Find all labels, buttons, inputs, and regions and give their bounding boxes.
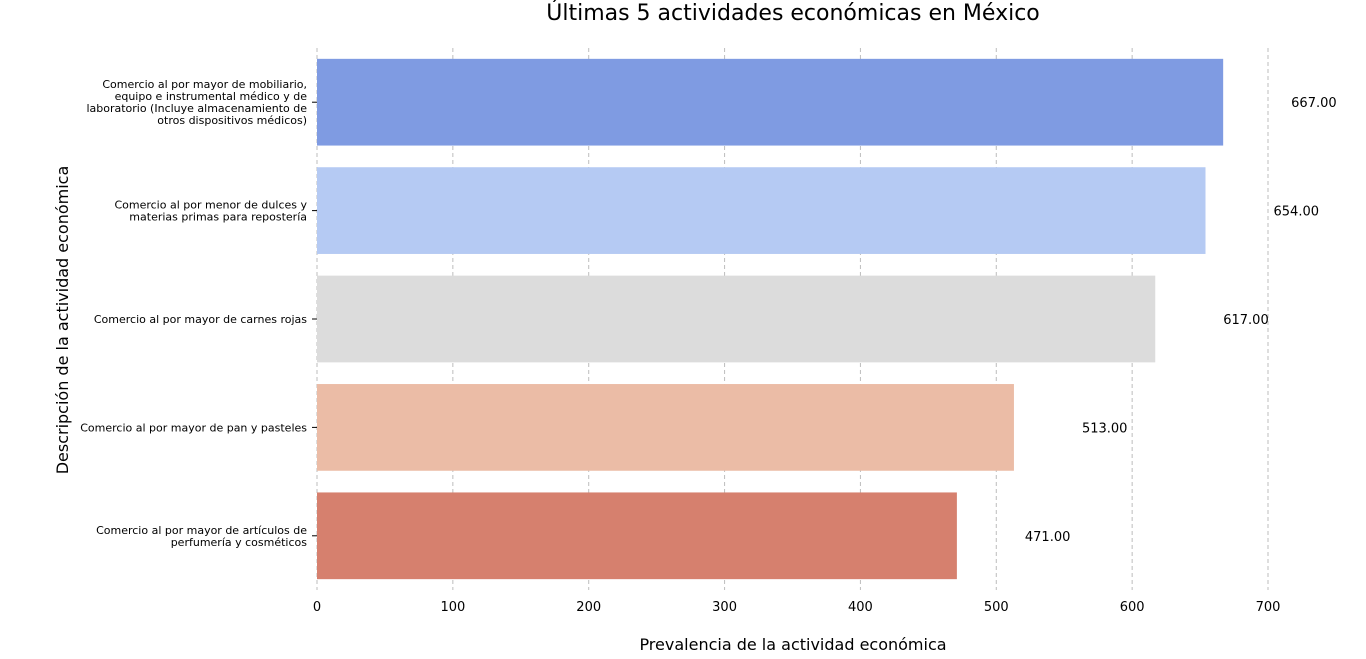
y-axis-label: Descripción de la actividad económica bbox=[53, 166, 72, 475]
bar bbox=[317, 58, 1224, 146]
y-tick-label-line: Comercio al por mayor de carnes rojas bbox=[94, 313, 307, 326]
bars bbox=[317, 58, 1224, 580]
x-tick-label: 0 bbox=[313, 600, 321, 615]
value-label: 471.00 bbox=[1025, 530, 1071, 545]
y-tick-label-line: otros dispositivos médicos) bbox=[157, 114, 307, 127]
x-tick-labels: 0 100 200 300 400 500 600 700 bbox=[313, 600, 1281, 615]
y-tick-label: Comercio al por mayor de carnes rojas bbox=[94, 313, 307, 326]
y-tick-label: Comercio al por mayor de pan y pasteles bbox=[80, 421, 307, 434]
bar bbox=[317, 384, 1014, 471]
y-tick-label-line: perfumería y cosméticos bbox=[171, 536, 308, 549]
x-tick-label: 400 bbox=[848, 600, 873, 615]
x-axis-label: Prevalencia de la actividad económica bbox=[639, 635, 946, 654]
bar bbox=[317, 492, 957, 580]
y-tick-label-line: Comercio al por mayor de mobiliario, bbox=[102, 78, 307, 91]
x-tick-label: 700 bbox=[1256, 600, 1281, 615]
y-tick-label-line: equipo e instrumental médico y de bbox=[115, 90, 308, 103]
x-tick-label: 100 bbox=[440, 600, 465, 615]
y-tick-label-line: Comercio al por mayor de pan y pasteles bbox=[80, 421, 307, 434]
value-label: 667.00 bbox=[1291, 96, 1337, 111]
value-label: 654.00 bbox=[1274, 205, 1320, 220]
value-labels: 667.00 654.00 617.00 513.00 471.00 bbox=[1025, 96, 1337, 545]
y-tick-label: Comercio al por menor de dulces y materia… bbox=[114, 199, 307, 224]
x-tick-label: 600 bbox=[1120, 600, 1145, 615]
value-label: 513.00 bbox=[1082, 421, 1128, 436]
x-tick-label: 200 bbox=[576, 600, 601, 615]
y-tick-label-line: materias primas para repostería bbox=[129, 211, 307, 224]
y-tick-label-line: Comercio al por mayor de artículos de bbox=[96, 524, 307, 537]
x-tick-label: 500 bbox=[984, 600, 1009, 615]
y-tick-label: Comercio al por mayor de artículos de per… bbox=[96, 524, 307, 549]
y-tick-label: Comercio al por mayor de mobiliario, equi… bbox=[86, 78, 307, 127]
x-tick-label: 300 bbox=[712, 600, 737, 615]
value-label: 617.00 bbox=[1223, 313, 1269, 328]
bar bbox=[317, 167, 1206, 254]
y-tick-labels: Comercio al por mayor de mobiliario, equi… bbox=[80, 78, 317, 549]
bar bbox=[317, 275, 1156, 363]
chart-title: Últimas 5 actividades económicas en Méxi… bbox=[546, 0, 1040, 26]
y-tick-label-line: Comercio al por menor de dulces y bbox=[114, 199, 307, 212]
y-tick-label-line: laboratorio (Incluye almacenamiento de bbox=[86, 102, 307, 115]
